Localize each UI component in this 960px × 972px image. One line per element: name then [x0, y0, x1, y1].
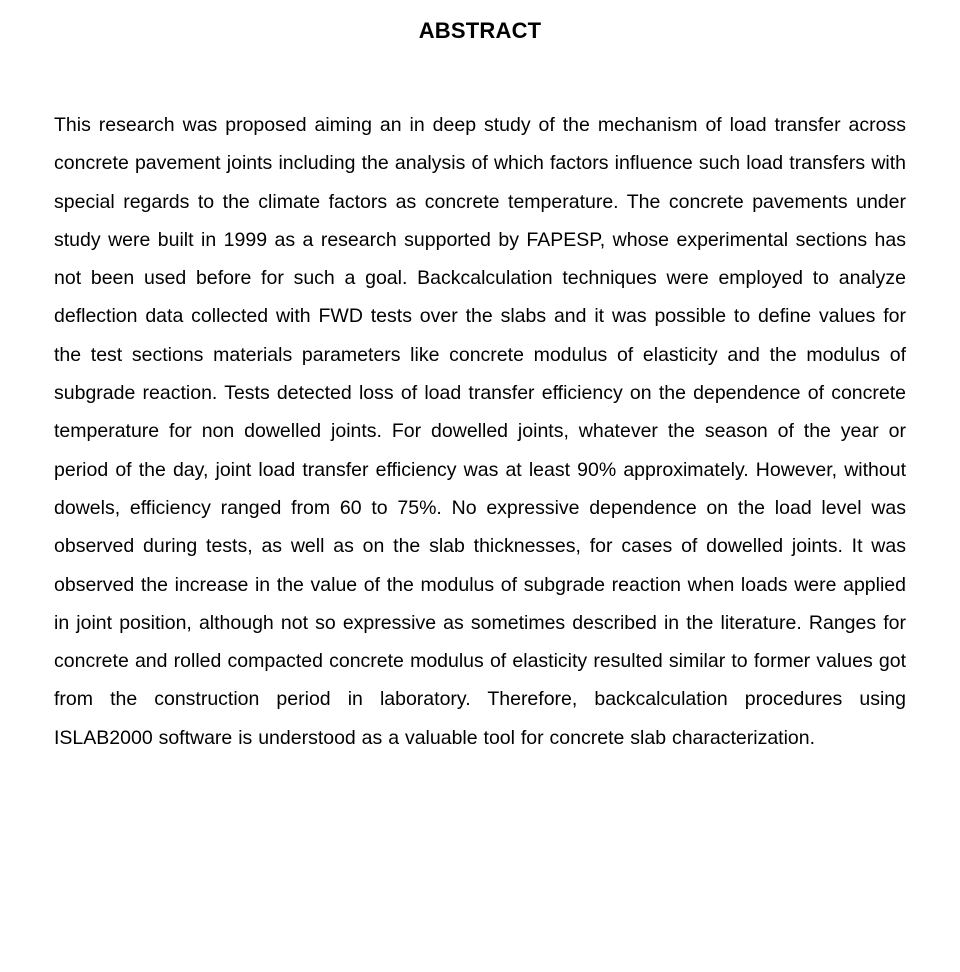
abstract-body: This research was proposed aiming an in … — [54, 106, 906, 757]
page: ABSTRACT This research was proposed aimi… — [0, 0, 960, 972]
abstract-title: ABSTRACT — [54, 18, 906, 44]
